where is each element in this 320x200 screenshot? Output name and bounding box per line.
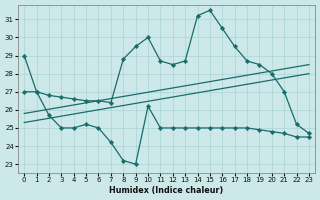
X-axis label: Humidex (Indice chaleur): Humidex (Indice chaleur) bbox=[109, 186, 224, 195]
